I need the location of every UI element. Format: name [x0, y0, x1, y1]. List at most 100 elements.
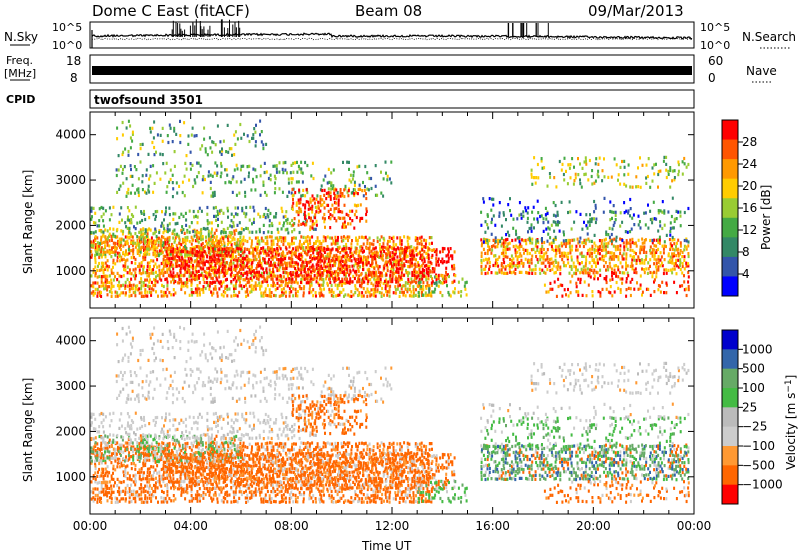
power-cell [172, 254, 174, 257]
power-cell [285, 215, 287, 218]
power-cell [571, 268, 573, 271]
power-cell [652, 255, 654, 258]
power-cell [354, 277, 356, 280]
power-cell [595, 221, 597, 224]
power-cell [248, 251, 250, 254]
power-cell [565, 170, 567, 173]
power-cell [208, 238, 210, 241]
power-cell [358, 236, 360, 239]
power-cell [296, 171, 298, 174]
power-cell [567, 256, 569, 259]
power-cell [131, 175, 133, 178]
power-cell [388, 248, 390, 251]
power-cell [324, 206, 326, 209]
power-cell [237, 137, 239, 140]
power-cell [101, 281, 103, 284]
power-cell [143, 213, 145, 216]
power-cell [236, 194, 238, 197]
power-cell [609, 210, 611, 213]
power-cell [677, 248, 679, 251]
power-cell [392, 271, 394, 274]
power-cell [116, 127, 118, 130]
power-cell [630, 287, 632, 290]
power-cell [376, 194, 378, 197]
power-cell [99, 248, 101, 251]
power-cell [363, 258, 365, 261]
power-cell [179, 141, 181, 144]
power-cell [436, 275, 438, 278]
power-cell [131, 140, 133, 143]
power-cell [341, 268, 343, 271]
power-cell [184, 194, 186, 197]
power-cell [178, 235, 180, 238]
power-cell [389, 251, 391, 254]
power-cell [275, 288, 277, 291]
power-cell [270, 284, 272, 287]
power-cell [629, 239, 631, 242]
power-cell [302, 246, 304, 249]
power-cell [535, 182, 537, 185]
power-cell [454, 287, 456, 290]
power-cell [240, 272, 242, 275]
power-cell [533, 226, 535, 229]
power-cell [258, 281, 260, 284]
power-cell [203, 285, 205, 288]
power-cell [423, 274, 425, 277]
power-cell [262, 181, 264, 184]
power-cell [332, 239, 334, 242]
power-cell [281, 288, 283, 291]
power-cell [637, 255, 639, 258]
power-cell [316, 257, 318, 260]
power-cell [286, 262, 288, 265]
power-cell [349, 217, 351, 220]
power-cell [216, 229, 218, 232]
power-cell [149, 265, 151, 268]
power-cell [252, 168, 254, 171]
power-cell [332, 295, 334, 298]
power-cell [487, 252, 489, 255]
power-cell [545, 265, 547, 268]
power-cell [613, 224, 615, 227]
power-cell [314, 216, 316, 219]
power-cell [665, 291, 667, 294]
power-cell [651, 221, 653, 224]
power-cell [387, 269, 389, 272]
power-cell [288, 277, 290, 280]
power-cell [258, 260, 260, 263]
power-cell [499, 201, 501, 204]
power-cell [243, 212, 245, 215]
power-cell [259, 228, 261, 231]
power-cell [501, 268, 503, 271]
power-cell [519, 240, 521, 243]
power-cell [549, 262, 551, 265]
power-cell [321, 267, 323, 270]
power-cell [287, 222, 289, 225]
power-cell [94, 265, 96, 268]
power-cell [428, 284, 430, 287]
power-cell [490, 209, 492, 212]
y-tick-label: 4000 [55, 128, 86, 142]
power-cell [138, 244, 140, 247]
power-cell [545, 258, 547, 261]
power-cell [384, 280, 386, 283]
power-cell [207, 222, 209, 225]
power-cell [420, 240, 422, 243]
power-cell [519, 201, 521, 204]
power-cell [356, 165, 358, 168]
power-cell [306, 281, 308, 284]
power-cell [553, 176, 555, 179]
power-cell [265, 216, 267, 219]
power-cell [625, 261, 627, 264]
power-cell [657, 265, 659, 268]
power-cell [146, 295, 148, 298]
power-cell [198, 264, 200, 267]
power-cell [153, 213, 155, 216]
power-cell [340, 191, 342, 194]
power-cell [259, 120, 261, 123]
power-cell [597, 173, 599, 176]
power-cell [347, 214, 349, 217]
power-cell [253, 275, 255, 278]
power-cell [122, 245, 124, 248]
power-cell [179, 246, 181, 249]
y-tick-label: 2000 [55, 218, 86, 232]
